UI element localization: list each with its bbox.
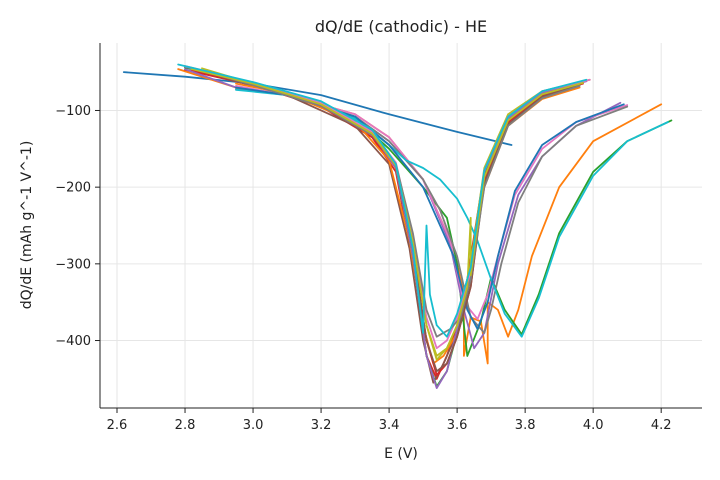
y-axis-ticks: −100 −200 −300 −400 [55, 104, 100, 349]
x-tick-label: 3.2 [311, 418, 332, 433]
series-line-10 [235, 88, 669, 338]
x-tick-label: 3.6 [447, 418, 468, 433]
series-line-19 [190, 68, 584, 361]
plot-area [122, 63, 673, 390]
series-line-15 [184, 65, 588, 390]
x-tick-label: 4.0 [583, 418, 604, 433]
y-tick-label: −200 [55, 181, 91, 196]
grid [100, 43, 702, 408]
x-tick-label: 2.6 [107, 418, 128, 433]
chart-title: dQ/dE (cathodic) - HE [315, 17, 487, 36]
x-tick-label: 3.0 [243, 418, 264, 433]
x-tick-label: 3.8 [515, 418, 536, 433]
y-axis-label: dQ/dE (mAh g^-1 V^-1) [19, 141, 35, 310]
series-line-13 [184, 66, 584, 388]
series-line-20 [177, 63, 588, 338]
x-tick-label: 2.8 [175, 418, 196, 433]
y-tick-label: −300 [55, 257, 91, 272]
series-line-18 [201, 69, 581, 338]
x-axis-ticks: 2.6 2.8 3.0 3.2 3.4 3.6 3.8 4.0 4.2 [107, 408, 672, 433]
x-tick-label: 3.4 [379, 418, 400, 433]
x-tick-label: 4.2 [651, 418, 672, 433]
y-tick-label: −400 [55, 334, 91, 349]
series-line-1 [122, 71, 513, 146]
y-tick-label: −100 [55, 104, 91, 119]
series-line-7 [235, 85, 629, 321]
x-axis-label: E (V) [384, 446, 418, 462]
